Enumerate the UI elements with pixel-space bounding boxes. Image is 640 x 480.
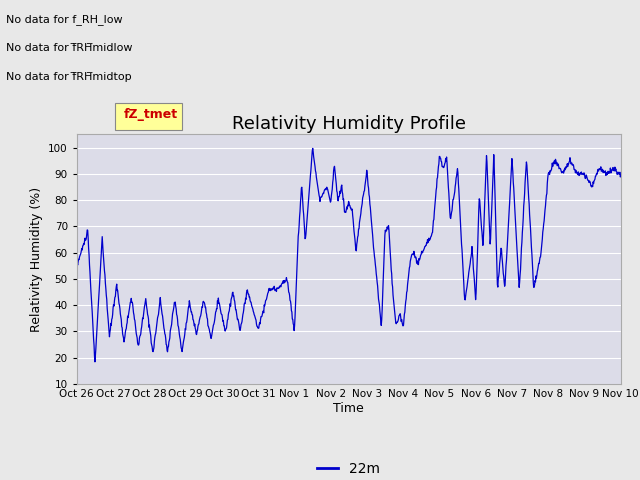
Legend: 22m: 22m [312,457,386,480]
Text: No data for f̅RH̅midlow: No data for f̅RH̅midlow [6,43,133,53]
Text: No data for f_RH_low: No data for f_RH_low [6,14,123,25]
Text: No data for f̅RH̅midtop: No data for f̅RH̅midtop [6,72,132,82]
X-axis label: Time: Time [333,402,364,415]
Text: fZ_tmet: fZ_tmet [124,108,178,121]
Title: Relativity Humidity Profile: Relativity Humidity Profile [232,115,466,133]
Y-axis label: Relativity Humidity (%): Relativity Humidity (%) [29,187,43,332]
